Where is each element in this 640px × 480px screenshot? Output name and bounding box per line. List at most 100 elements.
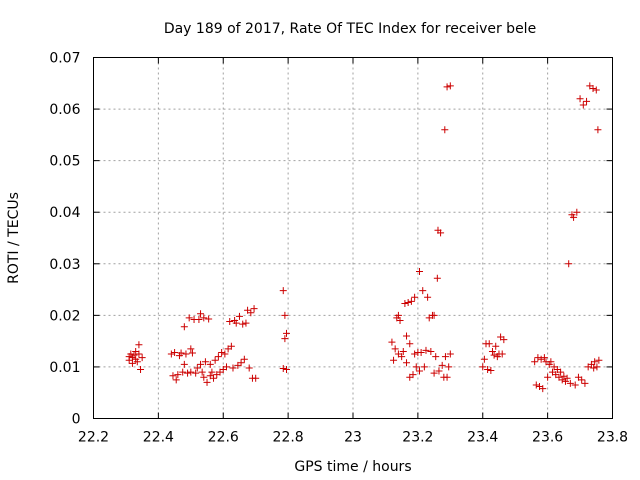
- data-point: [563, 374, 571, 382]
- data-point: [565, 260, 573, 268]
- x-tick-label: 22.2: [78, 430, 109, 446]
- data-point: [433, 274, 441, 282]
- data-point: [247, 309, 255, 317]
- data-point: [411, 293, 419, 301]
- data-point: [193, 364, 201, 372]
- data-point: [446, 350, 454, 358]
- data-point: [200, 373, 208, 381]
- data-point: [240, 355, 248, 363]
- data-point: [187, 368, 195, 376]
- data-point: [180, 360, 188, 368]
- data-point: [420, 363, 428, 371]
- data-point: [133, 358, 141, 366]
- data-point: [179, 368, 187, 376]
- data-point: [245, 364, 253, 372]
- data-point: [187, 345, 195, 353]
- data-point: [214, 353, 222, 361]
- x-tick-label: 22.8: [273, 430, 304, 446]
- data-point: [566, 379, 574, 387]
- data-point: [279, 364, 287, 372]
- data-point: [488, 347, 496, 355]
- data-point: [487, 367, 495, 375]
- data-point: [590, 364, 598, 372]
- data-point: [591, 358, 599, 366]
- data-point: [578, 376, 586, 384]
- data-point: [576, 95, 584, 103]
- data-point: [573, 208, 581, 216]
- data-point: [242, 319, 250, 327]
- data-point: [388, 338, 396, 346]
- x-tick-label: 23.8: [597, 430, 628, 446]
- y-tick-label: 0.02: [49, 308, 80, 324]
- data-point: [484, 366, 492, 374]
- data-point: [210, 374, 218, 382]
- data-point: [581, 379, 589, 387]
- chart-title: Day 189 of 2017, Rate Of TEC Index for r…: [164, 21, 536, 37]
- data-point: [422, 346, 430, 354]
- data-point: [227, 342, 235, 350]
- data-point: [404, 298, 412, 306]
- x-tick-label: 23.4: [467, 430, 498, 446]
- data-point: [430, 311, 438, 319]
- data-point: [443, 83, 451, 91]
- data-point: [498, 350, 506, 358]
- data-point: [437, 229, 445, 237]
- data-point: [407, 297, 415, 305]
- data-point: [208, 368, 216, 376]
- data-point: [205, 315, 213, 323]
- data-point: [592, 86, 600, 94]
- data-point: [135, 341, 143, 349]
- y-tick-label: 0.07: [49, 51, 80, 67]
- data-point: [403, 359, 411, 367]
- x-tick-label: 23.2: [402, 430, 433, 446]
- data-point: [490, 351, 498, 359]
- x-tick-label: 22.4: [143, 430, 174, 446]
- data-point: [391, 345, 399, 353]
- data-point: [206, 360, 214, 368]
- data-point: [283, 366, 291, 374]
- data-point: [203, 378, 211, 386]
- data-point: [279, 287, 287, 295]
- data-point: [180, 323, 188, 331]
- y-tick-label: 0.06: [49, 102, 80, 118]
- data-point: [419, 287, 427, 295]
- data-point: [167, 350, 175, 358]
- data-point: [192, 369, 200, 377]
- data-point: [239, 320, 247, 328]
- y-axis-ticks: 0 0.01 0.02 0.03 0.04 0.05 0.06 0.07: [49, 51, 613, 428]
- data-point: [403, 332, 411, 340]
- x-axis-label: GPS time / hours: [294, 459, 411, 475]
- data-point: [579, 101, 587, 109]
- data-point: [195, 315, 203, 323]
- data-point: [480, 355, 488, 363]
- data-point: [411, 350, 419, 358]
- data-point: [479, 363, 487, 371]
- data-point: [539, 385, 547, 393]
- data-point: [130, 351, 138, 359]
- x-tick-label: 23.6: [532, 430, 563, 446]
- data-point: [188, 349, 196, 357]
- data-point: [492, 342, 500, 350]
- y-tick-label: 0.04: [49, 205, 80, 221]
- data-point: [229, 364, 237, 372]
- plot-frame: [93, 57, 613, 419]
- data-point: [184, 369, 192, 377]
- data-point: [441, 126, 449, 134]
- y-axis-label: ROTI / TECUs: [6, 192, 22, 284]
- data-point: [557, 368, 565, 376]
- data-point: [182, 350, 190, 358]
- data-point: [558, 376, 566, 384]
- data-point: [399, 347, 407, 355]
- data-point: [540, 354, 548, 362]
- data-point: [561, 377, 569, 385]
- data-point: [232, 319, 240, 327]
- data-point: [424, 293, 432, 301]
- data-point: [222, 363, 230, 371]
- data-point: [593, 363, 601, 371]
- y-tick-label: 0.01: [49, 360, 80, 376]
- data-point: [226, 318, 234, 326]
- data-point: [137, 366, 145, 374]
- data-point: [544, 373, 552, 381]
- data-point: [412, 363, 420, 371]
